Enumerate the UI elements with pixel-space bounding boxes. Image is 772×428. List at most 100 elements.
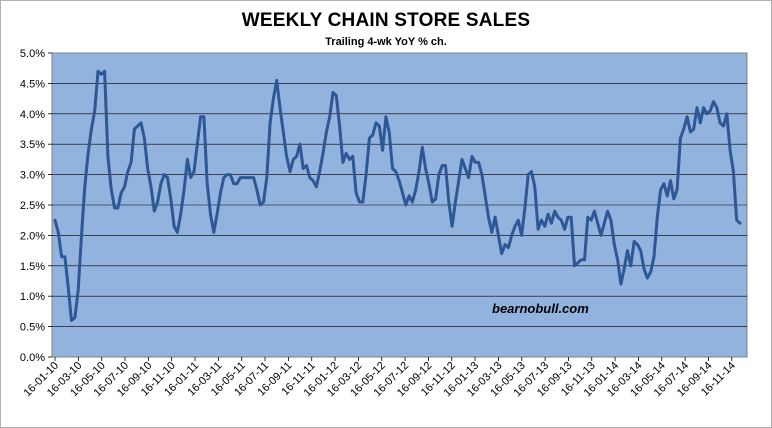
data-point [636,243,639,246]
data-point [653,255,655,258]
data-point [484,195,486,197]
data-point [673,198,675,200]
data-point [451,225,453,228]
data-point [497,234,500,237]
data-point [421,146,424,149]
data-point [269,122,271,124]
data-point [213,231,215,234]
data-point [719,122,721,124]
data-point [633,240,635,243]
data-point [553,210,556,212]
data-point [385,116,387,118]
data-point [514,225,516,228]
data-point [146,167,149,170]
data-point [692,128,695,130]
data-point [256,189,258,191]
data-point [279,106,281,109]
data-point [302,167,304,170]
y-tick-label: 1.0% [20,291,45,303]
y-tick-label: 3.0% [20,170,45,182]
data-point [663,182,665,185]
y-tick-label: 4.0% [20,109,45,121]
data-point [143,137,146,139]
data-point [388,131,391,133]
data-point [447,201,450,203]
data-point [57,231,60,234]
data-point [173,225,175,228]
data-point [262,201,265,203]
data-point [414,189,417,191]
data-point [100,73,103,76]
data-point [176,231,179,234]
data-point [136,125,139,127]
data-point [232,182,235,185]
data-point [378,125,381,127]
data-point [325,131,328,133]
data-point [676,189,678,191]
data-point [295,155,298,158]
data-point [371,134,374,136]
data-point [620,283,622,285]
data-point [434,198,437,200]
data-point [500,252,503,255]
data-point [93,109,96,112]
data-point [252,176,255,179]
data-point [282,131,285,133]
y-tick-label: 0.5% [20,322,45,334]
data-point [573,265,576,267]
data-point [348,158,351,161]
series-line [53,69,742,322]
data-point [395,170,397,173]
data-point [418,170,420,173]
chart-subtitle: Trailing 4-wk YoY % ch. [325,36,447,48]
data-point [312,179,314,182]
data-point [520,234,523,237]
data-point [110,189,113,191]
data-point [209,213,212,215]
data-point [669,179,672,182]
data-point [365,173,367,176]
data-point [477,161,480,164]
data-point [596,222,599,225]
data-point [679,137,682,139]
y-tick-label: 4.5% [20,78,45,90]
data-point [160,182,162,185]
data-point [666,195,668,197]
data-point [335,94,338,97]
chart-title: WEEKLY CHAIN STORE SALES [241,10,531,31]
data-point [74,316,76,319]
x-axis-ticks: 16-01-1016-03-1016-05-1016-07-1016-09-10… [21,357,738,399]
y-tick-label: 3.5% [20,139,45,151]
data-point [398,179,400,182]
data-point [289,170,291,173]
data-point [358,201,361,203]
data-point [712,100,715,103]
data-point [467,176,470,179]
data-point [606,210,609,212]
data-point [408,195,410,197]
data-point [686,116,688,118]
data-point [342,161,344,164]
data-point [504,243,506,246]
data-point [153,210,156,212]
data-point [249,176,252,179]
data-point [739,222,741,225]
data-point [80,234,83,237]
data-point [464,167,467,170]
data-point [547,213,549,215]
data-point [563,228,566,231]
data-point [355,192,357,194]
data-point [510,234,513,237]
data-point [590,219,592,221]
data-point [639,249,642,252]
data-point [299,143,301,145]
data-point [222,176,225,179]
data-point [583,258,586,261]
data-point [537,228,539,231]
data-point [332,91,334,94]
watermark-annotation: bearnobull.com [492,301,589,316]
data-point [626,249,629,252]
data-point [600,234,602,237]
data-point [70,319,73,322]
